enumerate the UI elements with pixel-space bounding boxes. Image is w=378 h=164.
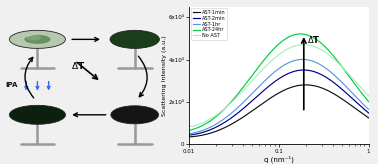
Line: AST-1hr: AST-1hr <box>189 59 369 134</box>
AST-1min <box>300 84 304 86</box>
No AST <box>187 126 191 128</box>
AST-2min <box>318 73 322 75</box>
No AST <box>300 44 304 46</box>
AST-2min <box>258 93 262 95</box>
AST-1min <box>258 104 262 106</box>
AST-2min <box>366 112 371 114</box>
Ellipse shape <box>26 35 41 41</box>
AST-1hr <box>318 63 322 65</box>
Ellipse shape <box>110 30 160 48</box>
AST-24hr <box>298 33 303 35</box>
No AST <box>302 44 306 46</box>
No AST <box>258 71 262 73</box>
Text: $\Delta$T: $\Delta$T <box>71 60 86 71</box>
AST-1min <box>245 113 250 115</box>
AST-24hr <box>318 41 322 43</box>
AST-24hr <box>258 64 262 66</box>
AST-2min <box>302 69 306 71</box>
AST-1hr <box>208 126 213 128</box>
AST-24hr <box>208 120 213 122</box>
Line: No AST: No AST <box>189 45 369 127</box>
Legend: AST-1min, AST-2min, AST-1hr, AST-24hr, No AST: AST-1min, AST-2min, AST-1hr, AST-24hr, N… <box>191 8 227 40</box>
Ellipse shape <box>9 30 65 48</box>
No AST <box>245 85 250 87</box>
AST-1hr <box>366 108 371 110</box>
Y-axis label: Scattering Intensity (a.u.): Scattering Intensity (a.u.) <box>162 35 167 116</box>
AST-1min <box>366 117 371 119</box>
AST-1min <box>187 136 191 138</box>
No AST <box>317 48 321 50</box>
Ellipse shape <box>24 35 51 44</box>
Line: AST-24hr: AST-24hr <box>189 34 369 130</box>
AST-1hr <box>300 58 304 60</box>
AST-24hr <box>366 101 371 102</box>
AST-1hr <box>245 97 250 99</box>
No AST <box>366 95 371 97</box>
AST-24hr <box>245 81 250 83</box>
X-axis label: q (nm⁻¹): q (nm⁻¹) <box>264 156 294 163</box>
Line: AST-1min: AST-1min <box>189 85 369 137</box>
AST-1hr <box>301 58 305 60</box>
AST-2min <box>245 104 250 106</box>
AST-1hr <box>258 84 262 86</box>
AST-1min <box>303 84 308 86</box>
AST-2min <box>187 134 191 136</box>
Text: IPA: IPA <box>6 82 18 88</box>
AST-1hr <box>187 133 191 135</box>
AST-1min <box>318 86 322 88</box>
AST-1min <box>317 86 321 88</box>
AST-24hr <box>317 41 321 42</box>
AST-2min <box>208 129 213 131</box>
AST-2min <box>300 69 304 71</box>
No AST <box>318 48 322 50</box>
Ellipse shape <box>111 106 159 124</box>
Ellipse shape <box>9 105 65 124</box>
Text: $\Delta$T: $\Delta$T <box>307 34 320 45</box>
AST-24hr <box>300 33 305 35</box>
AST-1min <box>208 132 213 134</box>
AST-24hr <box>187 129 191 131</box>
AST-2min <box>317 72 321 74</box>
AST-1hr <box>317 63 321 65</box>
Line: AST-2min: AST-2min <box>189 70 369 135</box>
No AST <box>208 118 213 120</box>
